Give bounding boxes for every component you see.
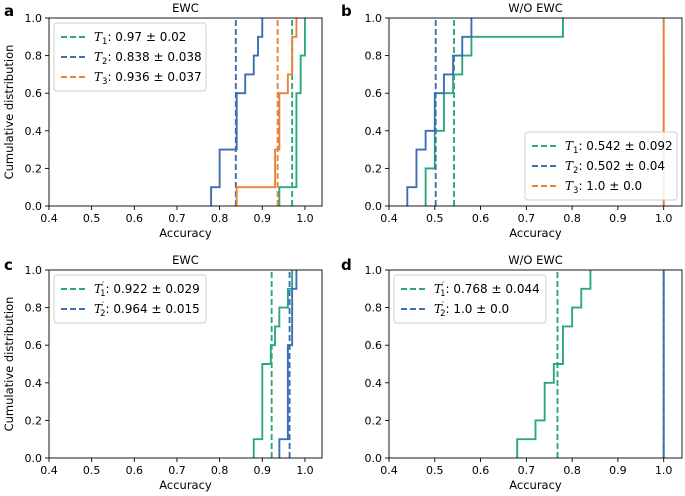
x-tick-label: 0.5 xyxy=(83,212,101,225)
legend-box xyxy=(53,22,207,92)
x-tick-label: 1.0 xyxy=(655,464,673,477)
x-tick-label: 0.9 xyxy=(609,212,627,225)
y-axis-label: Cumulative distribution xyxy=(2,297,16,432)
legend-entry: T′ 2: 1.0 ± 0.0 xyxy=(434,301,509,319)
plot-frame xyxy=(388,269,683,459)
x-tick-label: 0.7 xyxy=(168,464,186,477)
panel-d: 0.4 0.5 0.6 0.7 0.8 0.9 1.0 0.0 0.2 0.4 0.6 0.8 1.0 W… xyxy=(341,253,683,492)
legend-entry: T1: 0.542 ± 0.092 xyxy=(565,139,673,156)
legend: T1: 0.97 ± 0.02 T2: 0.838 ± 0.038 T3: 0.93… xyxy=(53,22,207,92)
cdf-line-b-2 xyxy=(406,18,473,206)
x-axis-label: Accuracy xyxy=(159,226,212,240)
plot-frame xyxy=(48,17,323,207)
x-axis-label: Accuracy xyxy=(509,226,562,240)
y-tick-label: 0.2 xyxy=(25,414,43,427)
legend-entry: T3: 1.0 ± 0.0 xyxy=(565,179,642,196)
legend-entry: T′ 1: 0.922 ± 0.029 xyxy=(94,281,200,299)
x-tick-label: 1.0 xyxy=(296,464,314,477)
legend-box xyxy=(524,131,678,201)
x-tick-label: 0.7 xyxy=(518,212,536,225)
plot-frame xyxy=(48,269,323,459)
x-tick-label: 1.0 xyxy=(296,212,314,225)
legend-box xyxy=(53,274,207,324)
x-tick-label: 0.4 xyxy=(40,464,58,477)
y-tick-label: 0.8 xyxy=(365,50,383,63)
y-tick-label: 0.6 xyxy=(25,339,43,352)
legend: T′ 1: 0.922 ± 0.029 T′ 2: 0.964 ± 0.015 xyxy=(53,274,207,324)
y-tick-label: 0.2 xyxy=(25,162,43,175)
legend-entry: T3: 0.936 ± 0.037 xyxy=(94,70,202,87)
plot-frame xyxy=(388,17,683,207)
panel-a: 0.4 0.5 0.6 0.7 0.8 0.9 1.0 0.0 0.2 0.4 0.6 0.8 1.0 E… xyxy=(2,1,323,240)
chart-title: EWC xyxy=(172,1,199,15)
y-tick-label: 0.6 xyxy=(365,87,383,100)
y-tick-label: 1.0 xyxy=(365,12,383,25)
y-tick-label: 0.6 xyxy=(365,339,383,352)
panel-letter: b xyxy=(341,2,352,20)
cdf-line-a-1 xyxy=(278,18,306,206)
y-tick-label: 0.0 xyxy=(365,452,383,465)
panel-b: 0.4 0.5 0.6 0.7 0.8 0.9 1.0 0.0 0.2 0.4 0.6 0.8 1.0 W… xyxy=(341,1,683,240)
y-tick-label: 1.0 xyxy=(365,264,383,277)
y-tick-label: 0.4 xyxy=(25,377,43,390)
x-tick-label: 1.0 xyxy=(655,212,673,225)
x-tick-label: 0.9 xyxy=(609,464,627,477)
x-tick-label: 0.6 xyxy=(472,212,490,225)
x-axis-label: Accuracy xyxy=(159,478,212,492)
x-tick-label: 0.6 xyxy=(126,212,144,225)
x-tick-label: 0.8 xyxy=(563,464,581,477)
chart-title: W/O EWC xyxy=(508,253,563,267)
y-tick-label: 0.8 xyxy=(25,302,43,315)
x-tick-label: 0.9 xyxy=(254,464,272,477)
x-tick-label: 0.7 xyxy=(168,212,186,225)
y-tick-label: 0.2 xyxy=(365,162,383,175)
y-tick-label: 0.4 xyxy=(365,125,383,138)
x-tick-label: 0.8 xyxy=(211,212,229,225)
x-tick-label: 0.5 xyxy=(426,464,444,477)
y-tick-label: 0.0 xyxy=(25,452,43,465)
y-tick-label: 0.2 xyxy=(365,414,383,427)
y-tick-label: 0.0 xyxy=(25,200,43,213)
cdf-line-a-3 xyxy=(235,18,298,206)
x-tick-label: 0.4 xyxy=(380,212,398,225)
legend: T′ 1: 0.768 ± 0.044 T′ 2: 1.0 ± 0.0 xyxy=(393,274,547,324)
legend-entry: T′ 1: 0.768 ± 0.044 xyxy=(434,281,540,299)
legend-entry: T2: 0.838 ± 0.038 xyxy=(94,50,202,67)
y-tick-label: 0.0 xyxy=(365,200,383,213)
legend-entry: T2: 0.502 ± 0.04 xyxy=(565,159,665,176)
y-tick-label: 1.0 xyxy=(25,264,43,277)
panel-letter: a xyxy=(4,2,14,20)
x-tick-label: 0.5 xyxy=(83,464,101,477)
x-tick-label: 0.9 xyxy=(254,212,272,225)
y-tick-label: 0.8 xyxy=(365,302,383,315)
x-tick-label: 0.6 xyxy=(126,464,144,477)
chart-title: EWC xyxy=(172,253,199,267)
y-tick-label: 0.4 xyxy=(365,377,383,390)
legend: T1: 0.542 ± 0.092 T2: 0.502 ± 0.04 T3: 1.0… xyxy=(524,131,678,201)
panel-letter: c xyxy=(4,256,13,274)
panel-c: 0.4 0.5 0.6 0.7 0.8 0.9 1.0 0.0 0.2 0.4 0.6 0.8 1.0 E… xyxy=(2,253,323,492)
y-tick-label: 0.8 xyxy=(25,50,43,63)
x-axis-label: Accuracy xyxy=(509,478,562,492)
x-tick-label: 0.7 xyxy=(518,464,536,477)
x-tick-label: 0.5 xyxy=(426,212,444,225)
legend-entry: T1: 0.97 ± 0.02 xyxy=(94,30,186,47)
cdf-line-a-2 xyxy=(210,18,264,206)
y-tick-label: 0.6 xyxy=(25,87,43,100)
x-tick-label: 0.4 xyxy=(40,212,58,225)
y-tick-label: 1.0 xyxy=(25,12,43,25)
panel-letter: d xyxy=(341,256,352,274)
x-tick-label: 0.8 xyxy=(211,464,229,477)
y-tick-label: 0.4 xyxy=(25,125,43,138)
x-tick-label: 0.4 xyxy=(380,464,398,477)
y-axis-label: Cumulative distribution xyxy=(2,45,16,180)
cdf-line-c-1 xyxy=(252,270,294,458)
legend-box xyxy=(393,274,547,324)
chart-title: W/O EWC xyxy=(508,1,563,15)
x-tick-label: 0.6 xyxy=(472,464,490,477)
x-tick-label: 0.8 xyxy=(563,212,581,225)
legend-entry: T′ 2: 0.964 ± 0.015 xyxy=(94,301,200,319)
